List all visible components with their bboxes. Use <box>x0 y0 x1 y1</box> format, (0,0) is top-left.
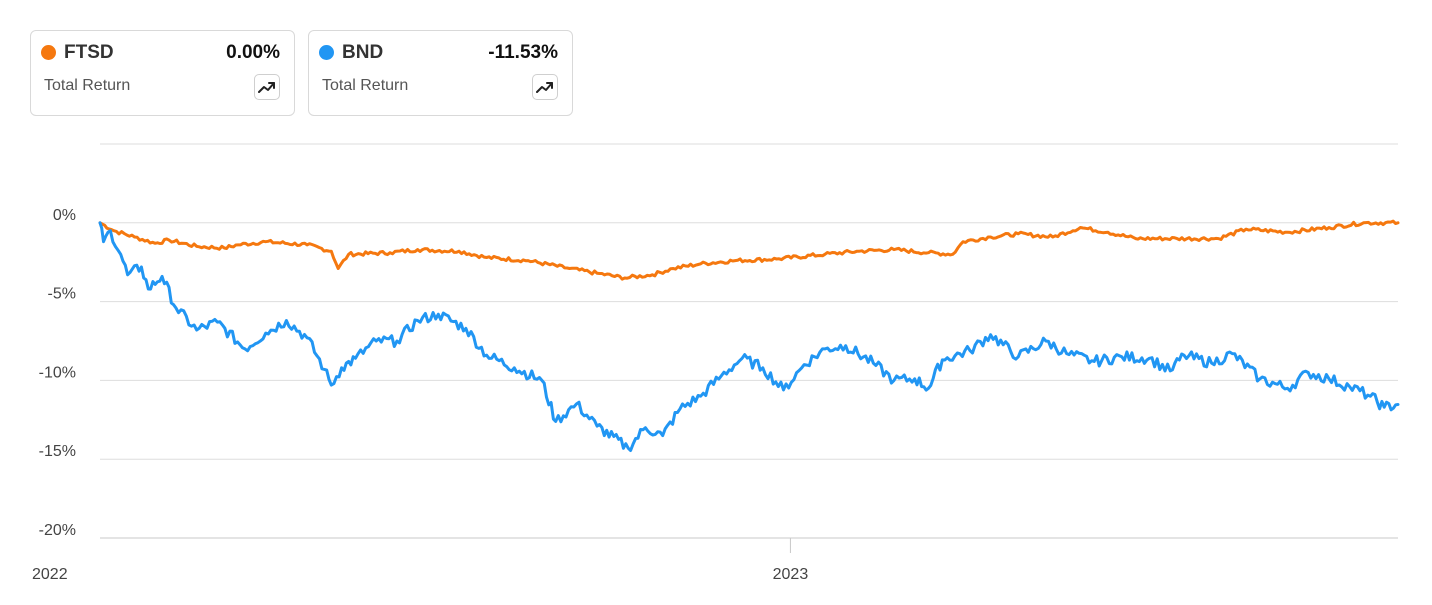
series-color-dot <box>319 45 334 60</box>
trend-up-icon[interactable] <box>254 74 280 100</box>
legend-label: Total Return <box>322 77 409 94</box>
y-tick-label: -15% <box>39 443 76 460</box>
legend-ticker: FTSD <box>64 42 114 63</box>
legend-value: 0.00% <box>226 42 280 63</box>
y-tick-label: -5% <box>48 286 76 303</box>
series-color-dot <box>41 45 56 60</box>
y-tick-label: 0% <box>53 207 76 224</box>
legend-value: -11.53% <box>488 42 558 63</box>
legend-label: Total Return <box>44 77 131 94</box>
series-line-bnd <box>98 221 1400 452</box>
legend-card-ftsd[interactable]: FTSD 0.00% Total Return <box>30 30 295 116</box>
y-tick-label: -10% <box>39 364 76 381</box>
legend-ticker: BND <box>342 42 384 63</box>
x-tick-label: 2022 <box>32 566 68 583</box>
y-tick-label: -20% <box>39 522 76 539</box>
legend-card-bnd[interactable]: BND -11.53% Total Return <box>308 30 573 116</box>
trend-up-icon[interactable] <box>532 74 558 100</box>
series-line-ftsd <box>98 219 1400 281</box>
x-tick-label: 2023 <box>773 566 809 583</box>
